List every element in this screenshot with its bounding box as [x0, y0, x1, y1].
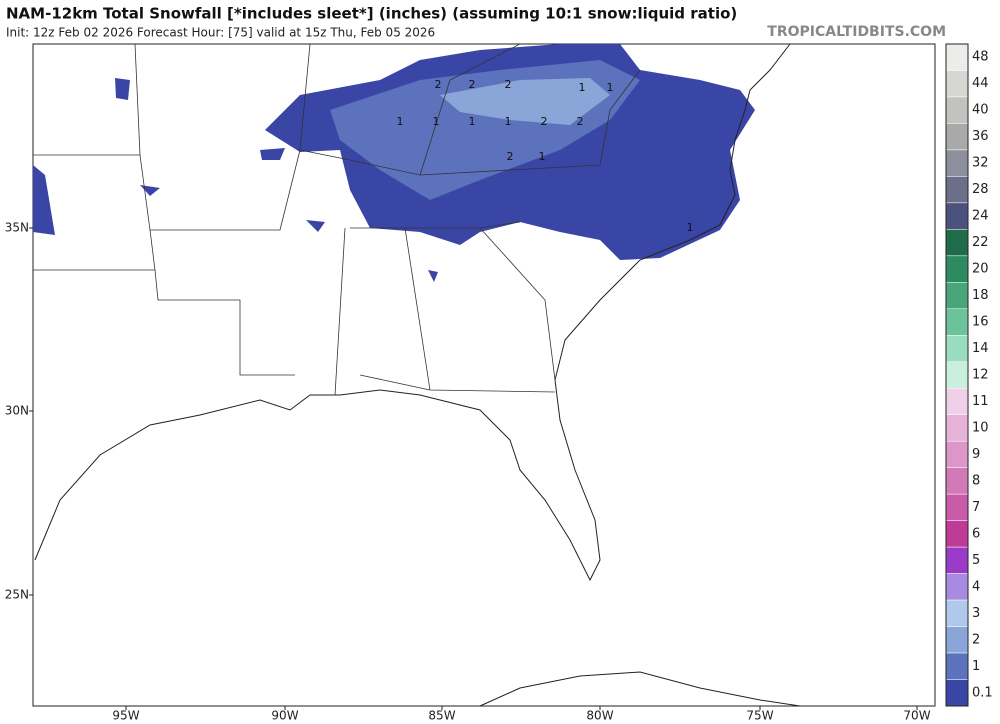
title: NAM-12km Total Snowfall [*includes sleet…	[6, 5, 737, 23]
colorbar-swatch	[945, 308, 969, 336]
contour-label: 1	[469, 115, 476, 128]
colorbar-swatch	[945, 440, 969, 468]
colorbar-label: 40	[972, 103, 989, 118]
colorbar-swatch	[945, 679, 969, 707]
lon-label: 70W	[903, 709, 930, 723]
lon-label: 75W	[746, 709, 773, 723]
colorbar-swatch	[945, 467, 969, 495]
colorbar-label: 28	[972, 182, 989, 197]
state-borders	[33, 43, 641, 396]
lat-label: 25N	[5, 588, 29, 602]
snow-area-heaviest	[440, 78, 610, 125]
contour-label: 2	[435, 78, 442, 91]
colorbar-label: 6	[972, 526, 980, 541]
colorbar-label: 12	[972, 368, 989, 383]
contour-label: 1	[607, 81, 614, 94]
colorbar-label: 9	[972, 447, 980, 462]
colorbar-swatch	[945, 202, 969, 230]
colorbar-label: 10	[972, 420, 989, 435]
colorbar-label: 14	[972, 341, 989, 356]
colorbar-label: 1	[972, 659, 980, 674]
colorbar-label: 18	[972, 288, 989, 303]
colorbar-label: 5	[972, 553, 980, 568]
colorbar-swatch	[945, 176, 969, 204]
colorbar-swatch	[945, 229, 969, 257]
colorbar-label: 0.1	[972, 685, 993, 700]
colorbar-label: 48	[972, 50, 989, 65]
contour-label: 1	[539, 150, 546, 163]
colorbar-swatch	[945, 599, 969, 627]
colorbar-label: 2	[972, 632, 980, 647]
site-name: TROPICALTIDBITS.COM	[767, 24, 946, 40]
colorbar-label: 44	[972, 76, 989, 91]
contour-label: 1	[397, 115, 404, 128]
colorbar-swatch	[945, 123, 969, 151]
lon-label: 90W	[271, 709, 298, 723]
colorbar-swatch	[945, 573, 969, 601]
contour-label: 2	[469, 78, 476, 91]
colorbar-swatch	[945, 520, 969, 548]
lon-label: 85W	[428, 709, 455, 723]
contour-label: 1	[687, 221, 694, 234]
colorbar-swatch	[945, 96, 969, 124]
colorbar-label: 20	[972, 262, 989, 277]
colorbar-label: 36	[972, 129, 989, 144]
colorbar-label: 11	[972, 394, 989, 409]
lat-label: 30N	[5, 404, 29, 418]
colorbar-swatch	[945, 149, 969, 177]
lon-label: 95W	[112, 709, 139, 723]
contour-label: 2	[541, 115, 548, 128]
colorbar-frame	[945, 43, 969, 707]
colorbar-label: 32	[972, 156, 989, 171]
colorbar-swatch	[945, 255, 969, 283]
lon-label: 80W	[586, 709, 613, 723]
contour-label: 1	[579, 81, 586, 94]
contour-label: 2	[505, 78, 512, 91]
coastline	[34, 43, 791, 582]
colorbar-swatch	[945, 414, 969, 442]
colorbar-swatch	[945, 361, 969, 389]
colorbar-swatch	[945, 282, 969, 310]
colorbar-label: 4	[972, 579, 980, 594]
colorbar-swatch	[945, 652, 969, 680]
colorbar-label: 22	[972, 235, 989, 250]
map	[32, 43, 936, 707]
cuba-coast	[479, 671, 801, 707]
colorbar-swatch	[945, 626, 969, 654]
colorbar-swatch	[945, 493, 969, 521]
colorbar-label: 3	[972, 606, 980, 621]
colorbar-label: 8	[972, 473, 980, 488]
colorbar-label: 7	[972, 500, 980, 515]
colorbar-label: 16	[972, 315, 989, 330]
colorbar-swatch	[945, 43, 969, 71]
contour-label: 2	[577, 115, 584, 128]
colorbar-label: 24	[972, 209, 989, 224]
contour-label: 2	[507, 150, 514, 163]
colorbar-swatch	[945, 387, 969, 415]
subtitle: Init: 12z Feb 02 2026 Forecast Hour: [75…	[6, 26, 435, 40]
contour-label: 1	[505, 115, 512, 128]
colorbar-swatch	[945, 70, 969, 98]
colorbar-swatch	[945, 335, 969, 363]
lat-label: 35N	[5, 221, 29, 235]
contour-label: 1	[433, 115, 440, 128]
colorbar-swatch	[945, 546, 969, 574]
